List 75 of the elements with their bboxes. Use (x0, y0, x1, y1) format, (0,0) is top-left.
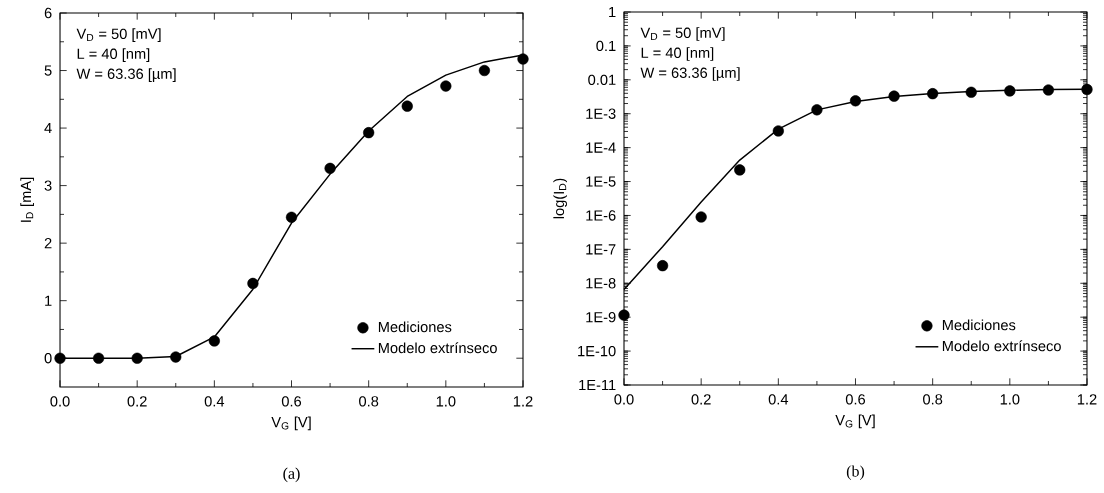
x-tick-label: 0.2 (691, 394, 711, 405)
annotation: L = 40 [nm] (77, 48, 150, 62)
annotation: W = 63.36 [µm] (76, 68, 176, 82)
y-tick-label: 2 (44, 238, 52, 249)
point (927, 88, 939, 100)
y-tick-label: 1E-3 (586, 108, 616, 119)
text: (a) (283, 467, 300, 483)
point (131, 352, 143, 364)
point (1042, 84, 1055, 96)
y-tick-label: 0.1 (596, 40, 616, 52)
point (811, 104, 823, 116)
x-tick-label: 1.2 (513, 396, 533, 407)
point (363, 127, 375, 139)
annotation: L = 40 [nm] (641, 47, 714, 61)
legend-label: Modelo extrínseco (378, 342, 497, 354)
legend-label: Modelo extrínseco (942, 340, 1061, 352)
annotation: V$_{D}$ = 50 [mV] (76, 28, 161, 42)
point (92, 352, 105, 364)
y-tick-label: 1 (609, 6, 616, 18)
point (517, 53, 529, 65)
y-tick-label: 1E-9 (586, 312, 616, 323)
x-tick-label: 1.0 (436, 396, 456, 407)
point (965, 86, 977, 98)
point (772, 125, 784, 137)
annotation: V$_{D}$ = 50 [mV] (640, 27, 725, 41)
y-tick-label: 0.01 (588, 74, 616, 86)
point (401, 100, 413, 112)
x-axis-title: V$_{G}$ [V] (271, 416, 311, 431)
text: (b) (846, 465, 865, 480)
y-tick-label: 1E-8 (586, 278, 616, 289)
x-tick-label: 0.8 (923, 394, 943, 405)
y-tick-label: 4 (44, 123, 52, 134)
point (656, 260, 669, 272)
point (888, 90, 900, 102)
y-tick-label: 0 (44, 353, 52, 364)
x-tick-label: 1.2 (1077, 394, 1097, 405)
y-tick-label: 1E-7 (586, 244, 616, 255)
point (54, 352, 66, 364)
x-tick-label: 1.0 (1000, 394, 1020, 405)
y-tick-label: 3 (44, 180, 52, 191)
x-tick-label: 0.2 (127, 396, 147, 407)
y-tick-label: 5 (44, 65, 52, 76)
y-tick-label: 1E-4 (586, 142, 616, 153)
x-tick-label: 0.0 (50, 396, 70, 407)
point (1081, 83, 1093, 96)
y-tick-label: 1E-10 (578, 345, 616, 357)
point (695, 211, 707, 223)
x-axis-title: V$_{G}$ [V] (835, 414, 875, 429)
y-tick-label: 1E-11 (579, 379, 616, 391)
point (618, 309, 630, 321)
x-tick-label: 0.4 (204, 396, 225, 407)
point (170, 351, 182, 363)
y-tick-label: 1E-5 (586, 176, 616, 187)
y-axis-title: log(I$_{D}$) (553, 178, 567, 219)
y-tick-label: 1 (45, 295, 52, 306)
point (285, 211, 298, 223)
legend-label: Mediciones (942, 319, 1016, 331)
x-tick-label: 0.4 (768, 394, 789, 405)
legend-label: Mediciones (378, 321, 452, 333)
point (849, 95, 862, 107)
point (734, 164, 746, 176)
x-tick-label: 0.6 (281, 396, 302, 407)
y-tick-label: 1E-6 (586, 210, 616, 221)
y-axis-title: I$_{D}$ [mA] (20, 177, 34, 222)
point (478, 64, 491, 77)
y-tick-label: 6 (44, 7, 52, 19)
point (440, 80, 452, 92)
x-tick-label: 0.6 (845, 394, 866, 405)
point (247, 277, 259, 290)
point (208, 335, 220, 347)
annotation: W = 63.36 [µm] (640, 67, 740, 81)
x-tick-label: 0.0 (614, 394, 634, 405)
point (324, 162, 336, 174)
point (1004, 85, 1016, 97)
x-tick-label: 0.8 (359, 396, 379, 407)
